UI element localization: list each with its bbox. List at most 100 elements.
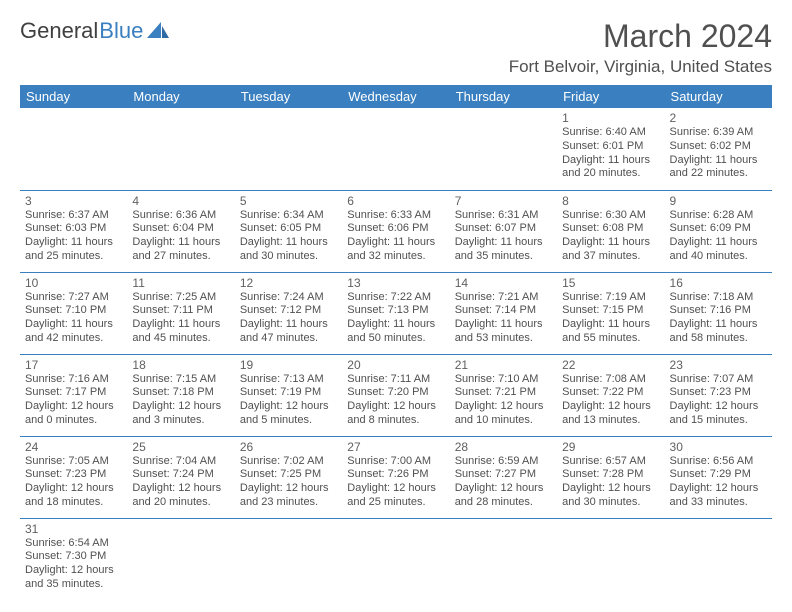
day-info-line: and 30 minutes. [562, 496, 659, 510]
day-info-line: Sunset: 7:13 PM [347, 304, 444, 318]
day-info-line: Sunset: 6:03 PM [25, 222, 122, 236]
logo-word-1: General [20, 18, 98, 44]
day-info-line: Daylight: 12 hours [455, 482, 552, 496]
calendar-empty-cell [127, 518, 234, 600]
day-info-line: and 27 minutes. [132, 250, 229, 264]
calendar-day-cell: 15Sunrise: 7:19 AMSunset: 7:15 PMDayligh… [557, 272, 664, 354]
day-number: 31 [25, 522, 122, 536]
day-number: 25 [132, 440, 229, 454]
calendar-empty-cell [450, 518, 557, 600]
day-info-line: and 25 minutes. [347, 496, 444, 510]
day-info-line: Sunrise: 6:54 AM [25, 537, 122, 551]
day-number: 9 [670, 194, 767, 208]
day-info-line: Sunrise: 6:34 AM [240, 209, 337, 223]
day-info-line: Sunrise: 7:24 AM [240, 291, 337, 305]
day-info-line: Daylight: 11 hours [347, 318, 444, 332]
day-number: 30 [670, 440, 767, 454]
day-info-line: Daylight: 12 hours [670, 482, 767, 496]
day-info-line: Sunset: 6:08 PM [562, 222, 659, 236]
title-block: March 2024 Fort Belvoir, Virginia, Unite… [509, 18, 772, 77]
day-info-line: Sunrise: 6:33 AM [347, 209, 444, 223]
calendar-empty-cell [235, 108, 342, 190]
calendar-week-row: 10Sunrise: 7:27 AMSunset: 7:10 PMDayligh… [20, 272, 772, 354]
calendar-empty-cell [665, 518, 772, 600]
calendar-day-cell: 23Sunrise: 7:07 AMSunset: 7:23 PMDayligh… [665, 354, 772, 436]
day-info-line: Sunset: 7:12 PM [240, 304, 337, 318]
day-info-line: Sunrise: 6:57 AM [562, 455, 659, 469]
day-info-line: Sunset: 7:23 PM [670, 386, 767, 400]
day-info-line: Sunset: 7:22 PM [562, 386, 659, 400]
day-info-line: and 28 minutes. [455, 496, 552, 510]
day-info-line: and 50 minutes. [347, 332, 444, 346]
day-info-line: Sunrise: 6:37 AM [25, 209, 122, 223]
day-info-line: and 35 minutes. [455, 250, 552, 264]
day-info-line: Daylight: 11 hours [670, 236, 767, 250]
day-info-line: Sunrise: 7:21 AM [455, 291, 552, 305]
day-info-line: Sunrise: 7:27 AM [25, 291, 122, 305]
day-info-line: Sunrise: 7:07 AM [670, 373, 767, 387]
calendar-day-cell: 25Sunrise: 7:04 AMSunset: 7:24 PMDayligh… [127, 436, 234, 518]
day-info-line: Sunrise: 7:16 AM [25, 373, 122, 387]
day-number: 27 [347, 440, 444, 454]
day-info-line: Sunrise: 7:10 AM [455, 373, 552, 387]
day-info-line: Daylight: 12 hours [25, 564, 122, 578]
calendar-week-row: 24Sunrise: 7:05 AMSunset: 7:23 PMDayligh… [20, 436, 772, 518]
day-info-line: and 35 minutes. [25, 578, 122, 592]
calendar-week-row: 17Sunrise: 7:16 AMSunset: 7:17 PMDayligh… [20, 354, 772, 436]
day-info-line: Sunset: 7:25 PM [240, 468, 337, 482]
day-info-line: Daylight: 11 hours [25, 236, 122, 250]
day-info-line: and 37 minutes. [562, 250, 659, 264]
day-info-line: Sunrise: 7:18 AM [670, 291, 767, 305]
day-info-line: Sunset: 6:07 PM [455, 222, 552, 236]
calendar-week-row: 3Sunrise: 6:37 AMSunset: 6:03 PMDaylight… [20, 190, 772, 272]
calendar-day-cell: 7Sunrise: 6:31 AMSunset: 6:07 PMDaylight… [450, 190, 557, 272]
day-number: 21 [455, 358, 552, 372]
day-number: 6 [347, 194, 444, 208]
day-info-line: Daylight: 12 hours [132, 400, 229, 414]
day-info-line: Sunset: 6:09 PM [670, 222, 767, 236]
day-info-line: and 47 minutes. [240, 332, 337, 346]
day-info-line: and 53 minutes. [455, 332, 552, 346]
day-info-line: and 13 minutes. [562, 414, 659, 428]
day-info-line: and 25 minutes. [25, 250, 122, 264]
day-info-line: Daylight: 11 hours [240, 318, 337, 332]
day-info-line: Daylight: 11 hours [132, 318, 229, 332]
day-number: 11 [132, 276, 229, 290]
day-info-line: Daylight: 11 hours [670, 154, 767, 168]
calendar-day-cell: 18Sunrise: 7:15 AMSunset: 7:18 PMDayligh… [127, 354, 234, 436]
calendar-day-cell: 31Sunrise: 6:54 AMSunset: 7:30 PMDayligh… [20, 518, 127, 600]
day-info-line: Sunset: 7:24 PM [132, 468, 229, 482]
day-info-line: Sunrise: 6:28 AM [670, 209, 767, 223]
day-info-line: Daylight: 12 hours [562, 482, 659, 496]
calendar-day-cell: 1Sunrise: 6:40 AMSunset: 6:01 PMDaylight… [557, 108, 664, 190]
day-number: 3 [25, 194, 122, 208]
day-info-line: Sunset: 6:06 PM [347, 222, 444, 236]
location-text: Fort Belvoir, Virginia, United States [509, 57, 772, 77]
day-info-line: Daylight: 12 hours [132, 482, 229, 496]
weekday-header: Wednesday [342, 85, 449, 108]
day-info-line: Daylight: 11 hours [455, 236, 552, 250]
day-info-line: Sunrise: 7:22 AM [347, 291, 444, 305]
day-info-line: Sunrise: 7:00 AM [347, 455, 444, 469]
logo: General Blue [20, 18, 169, 44]
calendar-day-cell: 22Sunrise: 7:08 AMSunset: 7:22 PMDayligh… [557, 354, 664, 436]
calendar-table: SundayMondayTuesdayWednesdayThursdayFrid… [20, 85, 772, 600]
header: General Blue March 2024 Fort Belvoir, Vi… [20, 18, 772, 77]
day-number: 13 [347, 276, 444, 290]
day-info-line: Sunrise: 6:31 AM [455, 209, 552, 223]
weekday-header: Sunday [20, 85, 127, 108]
weekday-header: Saturday [665, 85, 772, 108]
day-info-line: Daylight: 12 hours [670, 400, 767, 414]
calendar-week-row: 1Sunrise: 6:40 AMSunset: 6:01 PMDaylight… [20, 108, 772, 190]
day-number: 12 [240, 276, 337, 290]
day-info-line: and 3 minutes. [132, 414, 229, 428]
day-info-line: and 8 minutes. [347, 414, 444, 428]
day-info-line: Sunrise: 6:40 AM [562, 126, 659, 140]
day-info-line: Sunrise: 7:04 AM [132, 455, 229, 469]
day-info-line: Daylight: 12 hours [240, 482, 337, 496]
day-info-line: Sunrise: 7:25 AM [132, 291, 229, 305]
day-info-line: Sunset: 7:11 PM [132, 304, 229, 318]
day-info-line: and 18 minutes. [25, 496, 122, 510]
day-number: 7 [455, 194, 552, 208]
calendar-day-cell: 19Sunrise: 7:13 AMSunset: 7:19 PMDayligh… [235, 354, 342, 436]
